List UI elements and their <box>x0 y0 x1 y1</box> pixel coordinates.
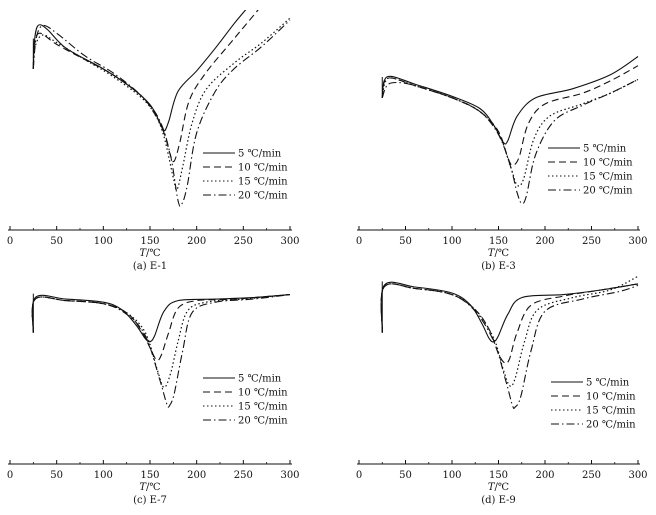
series-line-2 <box>32 10 259 163</box>
x-tick-label: 250 <box>582 470 601 481</box>
series-line-3 <box>381 77 639 187</box>
legend-label-1: 5 ℃/min <box>238 374 282 385</box>
series-line-4 <box>380 283 639 410</box>
legend-label-2: 10 ℃/min <box>238 163 288 174</box>
x-tick-label: 150 <box>489 470 508 481</box>
x-tick-label: 200 <box>187 236 206 247</box>
x-tick-label: 150 <box>140 470 159 481</box>
x-tick-label: 150 <box>489 236 508 247</box>
legend-label-4: 20 ℃/min <box>238 191 288 202</box>
x-tick-label: 50 <box>50 236 63 247</box>
panel-caption: (c) E-7 <box>133 495 167 506</box>
legend-label-4: 20 ℃/min <box>586 420 636 431</box>
legend-label-2: 10 ℃/min <box>586 392 636 403</box>
x-tick-label: 250 <box>234 236 253 247</box>
legend-label-4: 20 ℃/min <box>583 186 633 197</box>
chart-panel-e-7: 0 50 100 150 200 250 300 T/℃ (c) E-7 5 ℃/min 10 ℃/… <box>7 293 300 506</box>
panel-caption: (d) E-9 <box>481 495 516 506</box>
x-tick-label: 200 <box>535 470 554 481</box>
legend-label-3: 15 ℃/min <box>238 402 288 413</box>
x-axis-label: T/℃ <box>139 248 160 259</box>
panel-caption: (b) E-3 <box>481 261 516 272</box>
legend: 5 ℃/min 10 ℃/min 15 ℃/min 20 ℃/min <box>203 149 288 202</box>
x-tick-label: 200 <box>187 470 206 481</box>
x-axis-label-unit: /℃ <box>146 248 161 259</box>
legend-label-1: 5 ℃/min <box>586 378 630 389</box>
x-tick-label: 100 <box>442 470 461 481</box>
series-line-2 <box>31 294 291 361</box>
legend: 5 ℃/min 10 ℃/min 15 ℃/min 20 ℃/min <box>548 144 633 197</box>
chart-panel-e-3: 0 50 100 150 200 250 300 T/℃ (b) E-3 5 ℃/min 10 ℃/… <box>356 56 648 272</box>
series-line-3 <box>380 275 639 387</box>
x-tick-label: 200 <box>535 236 554 247</box>
x-tick-label: 300 <box>628 470 647 481</box>
x-axis-label: T/℃ <box>139 482 160 493</box>
series-line-4 <box>32 19 291 207</box>
x-axis-label-unit: /℃ <box>146 482 161 493</box>
x-tick-label: 100 <box>94 470 113 481</box>
legend-label-1: 5 ℃/min <box>583 144 627 155</box>
x-tick-label: 50 <box>399 470 412 481</box>
x-tick-label: 250 <box>582 236 601 247</box>
x-tick-label: 300 <box>280 236 299 247</box>
x-axis-label-unit: /℃ <box>495 482 510 493</box>
x-axis-label-unit: /℃ <box>495 248 510 259</box>
legend-label-3: 15 ℃/min <box>238 177 288 188</box>
legend-label-3: 15 ℃/min <box>583 172 633 183</box>
series-line-1 <box>381 56 639 145</box>
x-tick-label: 0 <box>356 470 362 481</box>
legend-label-1: 5 ℃/min <box>238 149 282 160</box>
legend: 5 ℃/min 10 ℃/min 15 ℃/min 20 ℃/min <box>551 378 636 431</box>
x-tick-label: 50 <box>50 470 63 481</box>
chart-panel-e-1: 0 50 100 150 200 250 300 T/℃ (a) E-1 5 ℃/min 10 ℃/… <box>7 10 300 272</box>
x-axis-label-var: T <box>139 482 147 493</box>
x-tick-label: 0 <box>7 236 13 247</box>
panel-caption: (a) E-1 <box>133 261 167 272</box>
legend-label-2: 10 ℃/min <box>583 158 633 169</box>
series-line-4 <box>381 79 639 205</box>
x-tick-label: 0 <box>356 236 362 247</box>
x-tick-label: 300 <box>280 470 299 481</box>
legend-label-4: 20 ℃/min <box>238 416 288 427</box>
chart-panel-e-9: 0 50 100 150 200 250 300 T/℃ (d) E-9 5 ℃/min 10 ℃/… <box>356 275 648 506</box>
series-line-1 <box>380 281 639 343</box>
legend-label-2: 10 ℃/min <box>238 388 288 399</box>
series-line-1 <box>31 294 291 343</box>
x-axis-label-var: T <box>488 248 496 259</box>
x-tick-label: 250 <box>234 470 253 481</box>
x-tick-label: 50 <box>399 236 412 247</box>
legend: 5 ℃/min 10 ℃/min 15 ℃/min 20 ℃/min <box>203 374 288 427</box>
x-tick-label: 100 <box>442 236 461 247</box>
x-axis-label: T/℃ <box>488 482 509 493</box>
x-axis-label-var: T <box>488 482 496 493</box>
x-tick-label: 100 <box>94 236 113 247</box>
x-tick-label: 0 <box>7 470 13 481</box>
series-line-4 <box>31 294 291 408</box>
legend-label-3: 15 ℃/min <box>586 406 636 417</box>
x-tick-label: 150 <box>140 236 159 247</box>
x-axis-label: T/℃ <box>488 248 509 259</box>
x-axis-label-var: T <box>139 248 147 259</box>
series-line-1 <box>32 10 247 132</box>
x-tick-label: 300 <box>628 236 647 247</box>
